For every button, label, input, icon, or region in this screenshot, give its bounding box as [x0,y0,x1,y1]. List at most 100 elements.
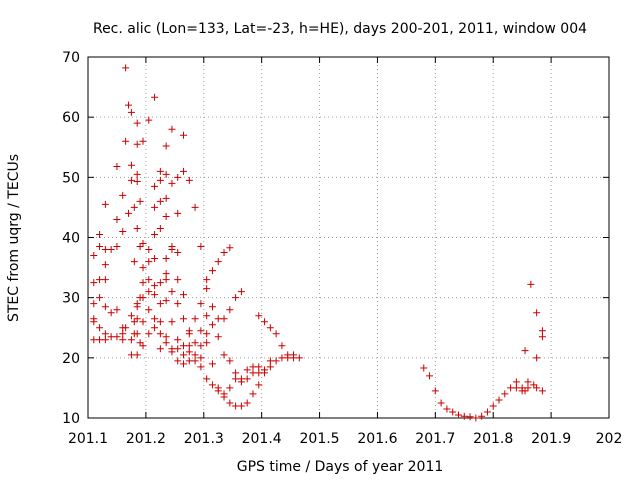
data-points [90,64,546,422]
data-point [162,276,170,284]
data-point [437,399,445,407]
data-point [255,363,263,371]
y-tick-label: 50 [62,170,80,186]
x-tick-label: 201.2 [126,431,166,447]
data-point [185,176,193,184]
data-point [185,348,193,356]
data-point [174,209,182,217]
x-tick-label: 201.7 [415,431,455,447]
data-point [521,347,529,355]
data-point [151,203,159,211]
data-point [145,116,153,124]
data-point [139,342,147,350]
data-point [180,315,188,323]
data-point [197,363,205,371]
data-point [538,333,546,341]
data-point [125,209,133,217]
data-point [191,315,199,323]
data-point [119,227,127,235]
data-point [538,327,546,335]
data-point [214,333,222,341]
x-tick-label: 201.8 [473,431,513,447]
data-point [214,258,222,266]
data-point [174,173,182,181]
data-point [127,312,135,320]
x-tick-label: 201.9 [531,431,571,447]
data-point [174,249,182,257]
data-point [119,330,127,338]
x-axis-label: GPS time / Days of year 2011 [237,459,444,475]
data-point [266,324,274,332]
data-point [197,342,205,350]
data-point [156,318,164,326]
data-point [197,354,205,362]
data-point [524,384,532,392]
data-point [122,324,130,332]
data-point [162,339,170,347]
chart-title: Rec. alic (Lon=133, Lat=-23, h=HE), days… [93,21,587,37]
data-point [191,339,199,347]
data-point [133,303,141,311]
data-point [220,351,228,359]
data-point [226,357,234,365]
data-point [174,300,182,308]
data-point [125,101,133,109]
data-point [90,252,98,260]
data-point [151,315,159,323]
data-point [208,360,216,368]
data-point [237,402,245,410]
y-axis-label: STEC from uqrg / TECUs [6,154,22,322]
data-point [232,369,240,377]
data-point [122,137,130,145]
data-point [261,369,269,377]
x-tick-label: 202 [596,431,623,447]
data-point [226,244,234,252]
data-point [255,312,263,320]
data-point [133,178,141,186]
data-point [145,288,153,296]
data-point [226,399,234,407]
data-point [145,276,153,284]
data-point [203,285,211,293]
data-point [139,279,147,287]
data-point [174,276,182,284]
data-point [151,282,159,290]
data-point [220,315,228,323]
x-tick-label: 201.4 [242,431,282,447]
data-point [226,384,234,392]
data-point [107,246,115,254]
y-tick-label: 60 [62,110,80,126]
data-point [220,249,228,257]
data-point [136,339,144,347]
data-point [185,342,193,350]
data-point [203,276,211,284]
data-point [96,324,104,332]
data-point [130,203,138,211]
data-point [101,261,109,269]
data-point [113,163,121,171]
data-point [151,182,159,190]
data-point [208,381,216,389]
data-point [145,330,153,338]
data-point [151,93,159,101]
data-point [101,336,109,344]
data-point [431,387,439,395]
data-point [203,339,211,347]
data-point [185,330,193,338]
data-point [478,412,486,420]
data-point [139,240,147,248]
data-point [243,366,251,374]
data-point [191,351,199,359]
data-point [220,393,228,401]
data-point [96,230,104,238]
data-point [243,399,251,407]
data-point [237,288,245,296]
data-point [156,279,164,287]
data-point [174,357,182,365]
data-point [151,230,159,238]
data-point [168,246,176,254]
data-point [460,412,468,420]
data-point [156,330,164,338]
y-tick-label: 30 [62,291,80,307]
data-point [243,375,251,383]
